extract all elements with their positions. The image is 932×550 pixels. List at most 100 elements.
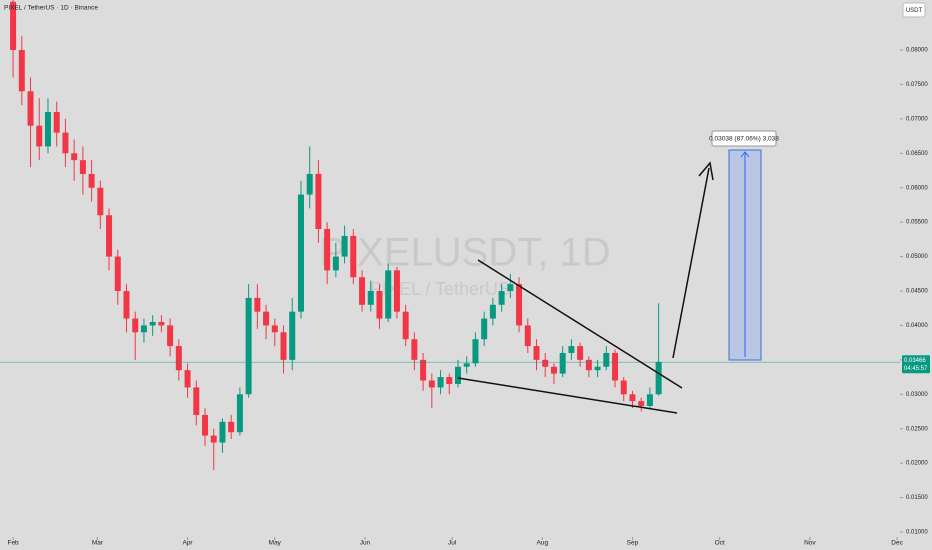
candle-body (620, 380, 627, 395)
y-tick-label: 0.02500 (906, 426, 928, 432)
watermark-subtitle: PIXEL / TetherUS (370, 279, 510, 299)
y-tick-label: 0.04000 (906, 323, 928, 329)
candle-body (114, 256, 121, 292)
x-tick-label: Dec (891, 540, 903, 547)
candle-body (568, 346, 575, 353)
x-tick-label: Feb (7, 540, 19, 547)
candle-body (297, 194, 304, 312)
candle-body (228, 421, 235, 433)
candle-body (106, 215, 113, 257)
y-tick-label: 0.01500 (906, 495, 928, 501)
candle-body (472, 339, 479, 364)
candle-body (53, 111, 60, 133)
candle-body (612, 352, 619, 381)
candle-body (507, 284, 514, 292)
candle-body (646, 394, 653, 406)
candle-body (132, 318, 139, 333)
countdown: 04:45:57 (904, 366, 928, 372)
last-price-label: 0.03466 (904, 358, 926, 364)
candle-body (193, 387, 200, 415)
y-tick-label: 0.04500 (906, 289, 928, 295)
candle-body (498, 291, 505, 305)
candle-body (324, 229, 331, 271)
candle-body (44, 111, 51, 147)
candle-body (585, 359, 592, 371)
candle-body (202, 414, 209, 436)
candle-body (341, 235, 348, 257)
y-tick-label: 0.08000 (906, 48, 928, 54)
candle-body (79, 160, 86, 174)
candle-body (577, 346, 584, 360)
candle-body (550, 366, 557, 374)
candle-body (463, 363, 470, 367)
y-tick-label: 0.06500 (906, 151, 928, 157)
candle-body (245, 297, 252, 395)
candle-body (289, 311, 296, 360)
candle-body (559, 352, 566, 374)
candle-body (655, 361, 662, 395)
candle-body (36, 125, 43, 147)
candle-body (175, 346, 182, 371)
candle-body (210, 435, 217, 443)
arrow-head (698, 161, 714, 181)
candle-body (271, 325, 278, 333)
candle-body (254, 297, 261, 312)
candle-body (10, 1, 17, 50)
candle-body (18, 49, 25, 92)
x-tick-label: Mar (92, 540, 104, 547)
candle-body (446, 377, 453, 384)
candle-body (542, 359, 549, 367)
candle-body (167, 325, 174, 347)
candle-body (359, 277, 366, 305)
candle-body (533, 346, 540, 360)
x-tick-label: Jun (360, 540, 371, 547)
candle-body (454, 366, 461, 384)
trendline-upper (477, 259, 683, 389)
candle-body (62, 132, 69, 154)
arrow-shaft (672, 167, 710, 359)
candle-body (263, 311, 270, 326)
candle-body (376, 291, 383, 319)
candle-body (280, 332, 287, 360)
candle-body (594, 366, 601, 371)
x-tick-label: Jul (448, 540, 457, 547)
y-tick-label: 0.07500 (906, 82, 928, 88)
candle-body (236, 394, 243, 433)
y-tick-label: 0.02000 (906, 461, 928, 467)
candle-body (437, 377, 444, 388)
candle-body (489, 304, 496, 319)
watermark: PIXELUSDT, 1D (319, 231, 610, 275)
x-tick-label: Apr (182, 540, 193, 547)
candle-body (71, 153, 78, 161)
candle-body (140, 325, 147, 333)
measure-label: 0.03038 (87.06%) 3,038 (709, 136, 779, 143)
candle-body (350, 235, 357, 278)
candle-body (149, 321, 156, 326)
candle-body (332, 256, 339, 271)
candle-body (219, 421, 226, 443)
x-tick-label: Aug (537, 540, 549, 547)
y-tick-label: 0.03000 (906, 392, 928, 398)
candle-body (524, 325, 531, 347)
last-price-box (902, 355, 930, 374)
candle-body (27, 91, 34, 126)
candle-body (603, 352, 610, 367)
candle-body (402, 311, 409, 340)
candle-body (158, 321, 165, 326)
candle-body (638, 401, 645, 406)
candle-body (306, 173, 313, 195)
candle-body (367, 291, 374, 305)
measure-head (740, 151, 750, 158)
candle-body (516, 284, 523, 326)
currency: USDT (906, 8, 923, 14)
candle-body (420, 359, 427, 381)
x-tick-label: Oct (715, 540, 725, 547)
candle-body (97, 187, 104, 216)
candle-body (385, 270, 392, 319)
candle-body (184, 370, 191, 388)
y-tick-label: 0.05500 (906, 220, 928, 226)
measure-label-box (711, 130, 777, 147)
